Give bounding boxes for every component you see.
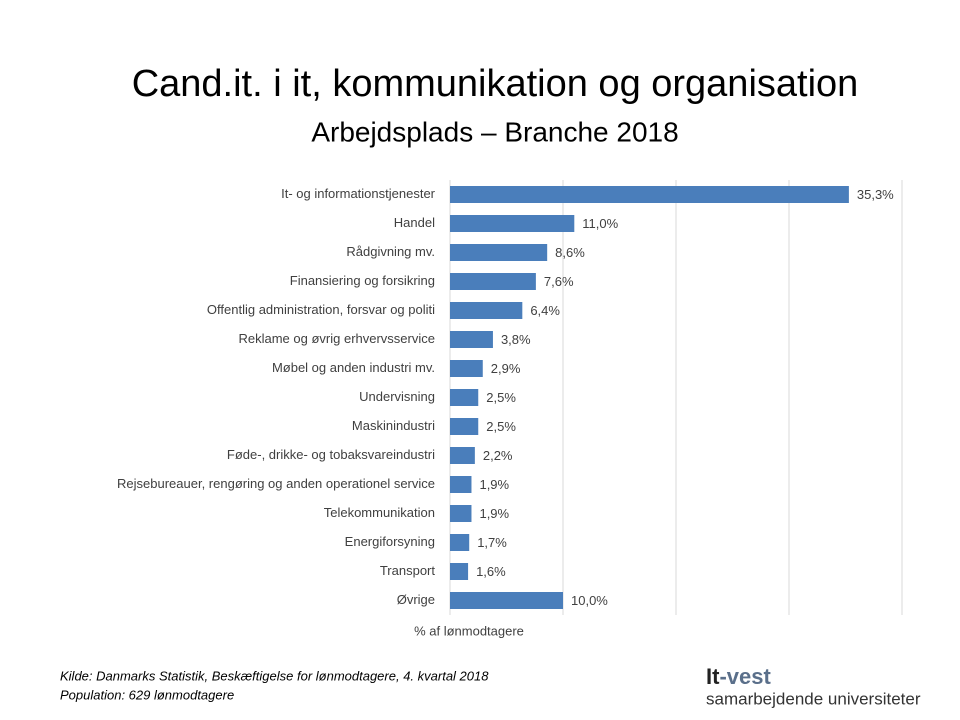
category-label: Møbel og anden industri mv. [272, 360, 435, 375]
value-label: 1,9% [479, 506, 509, 521]
bar [450, 186, 849, 203]
logo-end: -vest [719, 664, 771, 689]
bar [450, 505, 472, 522]
category-label: Finansiering og forsikring [290, 273, 435, 288]
category-label: Energiforsyning [345, 534, 435, 549]
bar [450, 447, 475, 464]
bar [450, 592, 563, 609]
value-label: 2,5% [486, 419, 516, 434]
bar [450, 331, 493, 348]
bar [450, 534, 470, 551]
value-label: 6,4% [530, 303, 560, 318]
plot: It- og informationstjenester 35,3% Handel 1… [117, 180, 903, 615]
bar [450, 302, 523, 319]
value-label: 1,7% [477, 535, 507, 550]
bar [450, 273, 536, 290]
bar [450, 360, 483, 377]
value-label: 10,0% [571, 593, 608, 608]
category-label: Øvrige [397, 592, 435, 607]
category-label: Handel [394, 215, 435, 230]
value-label: 35,3% [857, 187, 894, 202]
chart-subtitle: Arbejdsplads – Branche 2018 [311, 116, 678, 147]
category-label: Undervisning [359, 389, 435, 404]
bar [450, 476, 472, 493]
category-label: It- og informationstjenester [281, 186, 436, 201]
value-label: 2,5% [486, 390, 516, 405]
category-label: Offentlig administration, forsvar og pol… [207, 302, 435, 317]
bar [450, 215, 575, 232]
category-label: Føde-, drikke- og tobaksvareindustri [227, 447, 435, 462]
source-note: Kilde: Danmarks Statistik, Beskæftigelse… [60, 668, 489, 683]
logo-start: It [706, 664, 720, 689]
value-label: 2,2% [483, 448, 513, 463]
value-label: 11,0% [582, 216, 618, 231]
logo: It-vest [706, 664, 771, 689]
category-label: Rejsebureauer, rengøring og anden operat… [117, 476, 435, 491]
chart-title: Cand.it. i it, kommunikation og organisa… [132, 63, 859, 105]
value-label: 3,8% [501, 332, 531, 347]
value-label: 7,6% [544, 274, 574, 289]
value-label: 1,6% [476, 564, 506, 579]
value-label: 8,6% [555, 245, 585, 260]
bar [450, 244, 548, 261]
bar [450, 389, 479, 406]
category-label: Telekommunikation [324, 505, 435, 520]
x-axis-title: % af lønmodtagere [414, 623, 524, 638]
population-note: Population: 629 lønmodtagere [60, 687, 234, 702]
bar [450, 563, 469, 580]
bar [450, 418, 479, 435]
value-label: 2,9% [491, 361, 521, 376]
category-label: Maskinindustri [352, 418, 435, 433]
category-label: Transport [380, 563, 436, 578]
value-label: 1,9% [479, 477, 509, 492]
category-label: Rådgivning mv. [346, 244, 435, 259]
logo-tagline: samarbejdende universiteter [706, 689, 921, 708]
category-label: Reklame og øvrig erhvervsservice [238, 331, 435, 346]
